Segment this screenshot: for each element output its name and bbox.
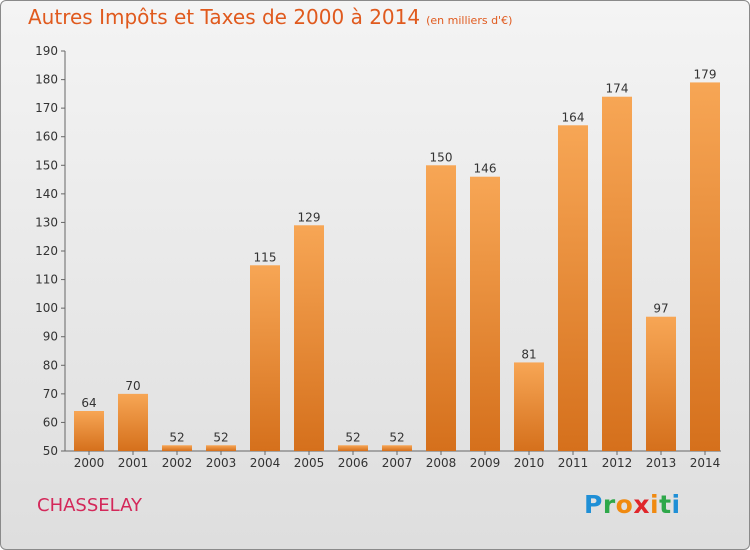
chart-title: Autres Impôts et Taxes de 2000 à 2014 (en… [28,5,512,29]
x-tick-label: 2000 [74,456,105,470]
bar [602,96,632,451]
x-tick-label: 2014 [690,456,721,470]
x-tick-label: 2006 [338,456,369,470]
bar [470,176,500,451]
x-tick-label: 2008 [426,456,457,470]
y-tick-label: 160 [35,130,58,144]
y-tick-label: 150 [35,158,58,172]
x-tick-label: 2005 [294,456,325,470]
y-tick-label: 140 [35,187,58,201]
x-tick-label: 2013 [646,456,677,470]
y-tick-label: 90 [43,330,58,344]
y-tick-label: 120 [35,244,58,258]
data-label: 64 [81,396,96,410]
y-tick-label: 110 [35,273,58,287]
y-tick-label: 70 [43,387,58,401]
y-tick-label: 170 [35,101,58,115]
bar [206,445,236,451]
x-tick-label: 2004 [250,456,281,470]
commune-name: CHASSELAY [37,495,142,516]
bar [558,125,588,452]
bar [74,411,104,451]
data-label: 52 [389,430,404,444]
x-tick-label: 2002 [162,456,193,470]
logo-letter: x [633,490,650,519]
bar [118,393,148,451]
y-tick-label: 100 [35,301,58,315]
data-label: 70 [125,379,140,393]
y-tick-label: 190 [35,44,58,58]
bar [162,445,192,451]
data-label: 179 [694,67,717,81]
y-tick-label: 130 [35,215,58,229]
bar [294,225,324,451]
logo-letter: i [650,490,660,519]
data-label: 81 [521,347,536,361]
x-tick-label: 2012 [602,456,633,470]
data-label: 115 [254,250,277,264]
y-tick-label: 60 [43,415,58,429]
x-tick-label: 2011 [558,456,589,470]
bar [646,316,676,451]
logo-letter: r [602,490,616,519]
unit-label: (en milliers d'€) [426,14,513,27]
bar [690,82,720,451]
y-tick-label: 80 [43,358,58,372]
x-tick-label: 2009 [470,456,501,470]
proxiti-logo: Proxiti [584,490,681,519]
logo-letter: t [659,490,672,519]
data-label: 52 [213,430,228,444]
x-tick-label: 2001 [118,456,149,470]
x-tick-label: 2010 [514,456,545,470]
logo-letter: P [584,490,603,519]
data-label: 164 [562,110,585,124]
data-label: 129 [298,210,321,224]
x-tick-label: 2007 [382,456,413,470]
bar [250,265,280,451]
logo-letter: o [615,490,634,519]
y-tick-label: 180 [35,73,58,87]
bar [514,362,544,451]
bar [426,165,456,452]
logo-letter: i [671,490,681,519]
y-tick-label: 50 [43,444,58,458]
data-label: 146 [474,162,497,176]
bar [338,445,368,451]
title-text: Autres Impôts et Taxes de 2000 à 2014 [28,5,421,29]
data-label: 174 [606,82,629,96]
bar [382,445,412,451]
data-label: 97 [653,302,668,316]
x-tick-label: 2003 [206,456,237,470]
data-label: 52 [345,430,360,444]
data-label: 150 [430,150,453,164]
data-label: 52 [169,430,184,444]
